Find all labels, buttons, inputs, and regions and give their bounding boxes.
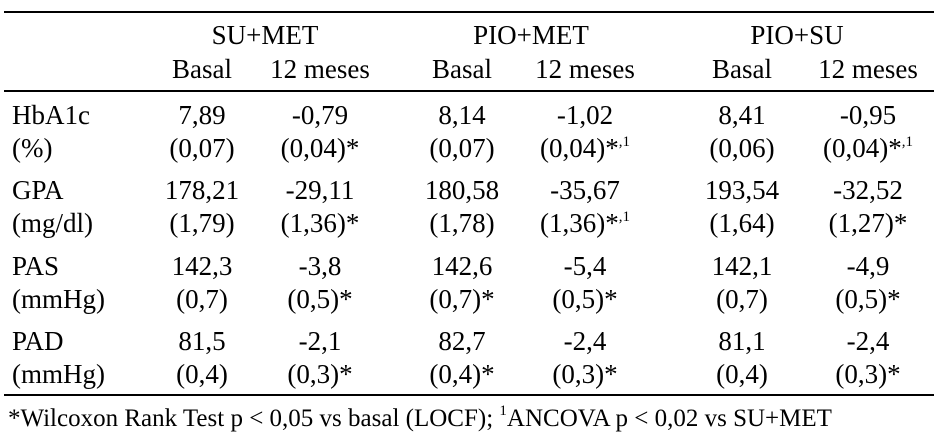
error-text: (1,64) <box>709 208 775 238</box>
error-text: (0,5)* <box>835 284 901 314</box>
table-cell-value: 82,7 <box>438 326 486 356</box>
table-cell-value: 142,6 <box>431 251 493 281</box>
error-text: (1,36)* <box>540 208 619 238</box>
table-cell-error: (0,4) <box>176 359 228 389</box>
table-cell-error: (0,5)* <box>552 284 617 314</box>
subheader-basal: Basal <box>172 54 232 84</box>
table-cell-value: 8,41 <box>718 100 766 130</box>
table-cell-value: -0,79 <box>291 100 349 130</box>
error-text: (0,4) <box>176 359 228 389</box>
table-cell-value: 142,3 <box>171 251 233 281</box>
error-text: (0,07) <box>169 133 235 163</box>
table-cell-error: (1,36)* <box>281 208 360 238</box>
table-cell-error: (0,7) <box>716 284 768 314</box>
row-label: GPA <box>12 175 64 205</box>
error-text: (0,4) <box>716 359 768 389</box>
table-cell-value: -32,52 <box>833 175 903 205</box>
error-text: (0,06) <box>709 133 775 163</box>
table-cell-value: 193,54 <box>704 175 780 205</box>
table-cell-value: 180,58 <box>424 175 500 205</box>
group-header-pio-met: PIO+MET <box>473 20 589 50</box>
table-cell-value: -0,95 <box>839 100 897 130</box>
table-bottom-rule <box>4 394 934 396</box>
subheader-12-meses: 12 meses <box>270 54 370 84</box>
table-cell-error: (0,4)* <box>429 359 494 389</box>
header-rule <box>4 90 934 92</box>
error-text: (0,3)* <box>287 359 353 389</box>
row-label: HbA1c <box>12 100 90 130</box>
footnote-wilcoxon: *Wilcoxon Rank Test p < 0,05 vs basal (L… <box>8 405 500 432</box>
table-cell-value: 142,1 <box>711 251 773 281</box>
significance-mark: ,1 <box>618 134 630 150</box>
table-cell-error: (0,4) <box>716 359 768 389</box>
table-cell-value: -4,9 <box>846 251 890 281</box>
error-text: (0,7) <box>716 284 768 314</box>
table-cell-value: -1,02 <box>556 100 614 130</box>
error-text: (0,3)* <box>835 359 901 389</box>
table-cell-error: (0,7) <box>176 284 228 314</box>
error-text: (1,36)* <box>280 208 360 238</box>
error-text: (0,4)* <box>429 359 495 389</box>
subheader-12-meses: 12 meses <box>535 54 635 84</box>
row-label: PAD <box>12 326 64 356</box>
table-cell-value: -2,1 <box>298 326 342 356</box>
table-cell-value: 8,14 <box>438 100 486 130</box>
footnote: *Wilcoxon Rank Test p < 0,05 vs basal (L… <box>8 403 832 437</box>
table-cell-value: -2,4 <box>563 326 607 356</box>
error-text: (0,07) <box>429 133 495 163</box>
error-text: (0,5)* <box>552 284 618 314</box>
error-text: (0,5)* <box>287 284 353 314</box>
table-cell-error: (0,07) <box>169 133 234 163</box>
error-text: (0,04)* <box>280 133 360 163</box>
table-cell-error: (1,27)* <box>829 208 908 238</box>
row-unit: (mmHg) <box>12 359 105 389</box>
significance-mark: ,1 <box>901 134 913 150</box>
error-text: (1,79) <box>169 208 235 238</box>
table-cell-value: 81,1 <box>718 326 766 356</box>
row-unit: (mg/dl) <box>12 208 93 238</box>
error-text: (1,27)* <box>828 208 908 238</box>
subheader-basal: Basal <box>432 54 492 84</box>
table-cell-error: (0,3)* <box>835 359 900 389</box>
row-unit: (%) <box>12 133 53 163</box>
table-cell-error: (0,04)* <box>281 133 360 163</box>
table-cell-error: (0,04)*,1 <box>540 133 630 168</box>
table-cell-error: (0,06) <box>709 133 774 163</box>
table-cell-value: -3,8 <box>298 251 342 281</box>
significance-mark: ,1 <box>618 209 630 225</box>
error-text: (0,3)* <box>552 359 618 389</box>
error-text: (0,04)* <box>540 133 619 163</box>
error-text: (0,7) <box>176 284 228 314</box>
group-header-pio-su: PIO+SU <box>750 20 844 50</box>
table-cell-error: (0,3)* <box>552 359 617 389</box>
table-cell-value: -29,11 <box>285 175 355 205</box>
subheader-12-meses: 12 meses <box>818 54 918 84</box>
table-cell-error: (0,3)* <box>287 359 352 389</box>
row-label: PAS <box>12 251 60 281</box>
table-cell-value: -35,67 <box>550 175 620 205</box>
table-cell-value: 178,21 <box>164 175 240 205</box>
error-text: (0,04)* <box>823 133 902 163</box>
table-cell-value: -5,4 <box>563 251 607 281</box>
table-cell-error: (1,36)*,1 <box>540 208 630 243</box>
table-cell-value: 7,89 <box>178 100 226 130</box>
table-cell-error: (0,5)* <box>835 284 900 314</box>
table-cell-error: (1,78) <box>429 208 494 238</box>
footnote-ancova: ANCOVA p < 0,02 vs SU+MET <box>506 405 832 432</box>
footnote-superscript: 1 <box>499 403 507 419</box>
subheader-basal: Basal <box>712 54 772 84</box>
table-cell-error: (0,04)*,1 <box>823 133 913 168</box>
table-top-rule <box>4 11 934 13</box>
table-cell-error: (0,5)* <box>287 284 352 314</box>
table-cell-value: 81,5 <box>178 326 226 356</box>
group-header-su-met: SU+MET <box>211 20 319 50</box>
error-text: (1,78) <box>429 208 495 238</box>
row-unit: (mmHg) <box>12 284 105 314</box>
table-cell-error: (1,79) <box>169 208 234 238</box>
table-cell-error: (0,07) <box>429 133 494 163</box>
error-text: (0,7)* <box>429 284 495 314</box>
table-cell-value: -2,4 <box>846 326 890 356</box>
table-cell-error: (1,64) <box>709 208 774 238</box>
table-cell-error: (0,7)* <box>429 284 494 314</box>
